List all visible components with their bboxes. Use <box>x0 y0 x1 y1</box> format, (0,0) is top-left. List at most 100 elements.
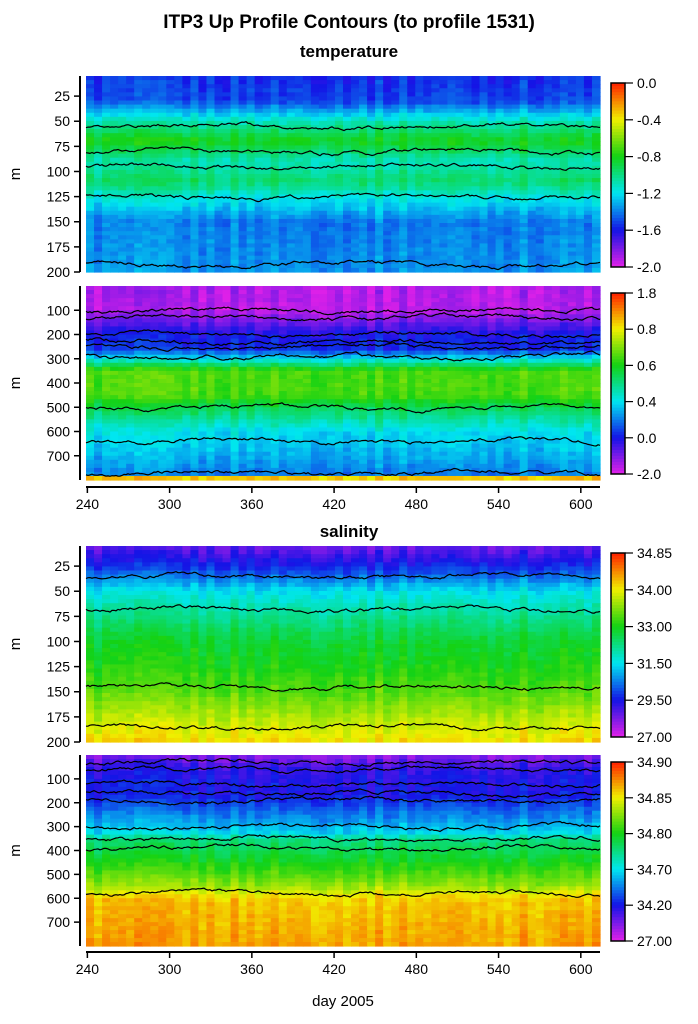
heatmap-cell <box>334 145 344 151</box>
heatmap-cell <box>447 157 457 163</box>
heatmap-cell <box>343 447 352 453</box>
heatmap-cell <box>182 84 192 89</box>
heatmap-cell <box>527 255 537 261</box>
heatmap-cell <box>254 129 264 134</box>
heatmap-cell <box>142 306 151 311</box>
heatmap-cell <box>254 419 264 425</box>
heatmap-cell <box>246 100 256 106</box>
heatmap-cell <box>359 206 368 212</box>
heatmap-cell <box>343 243 352 249</box>
heatmap-cell <box>174 267 183 273</box>
heatmap-cell <box>479 206 489 212</box>
heatmap-cell <box>399 263 408 269</box>
heatmap-cell <box>559 165 569 171</box>
heatmap-cell <box>142 322 151 328</box>
heatmap-cell <box>134 310 143 315</box>
heatmap-cell <box>238 391 248 396</box>
heatmap-cell <box>543 206 553 212</box>
heatmap-cell <box>326 475 336 481</box>
heatmap-cell <box>158 108 167 114</box>
heatmap-cell <box>158 403 167 408</box>
heatmap-cell <box>270 286 280 291</box>
heatmap-cell <box>126 354 135 360</box>
heatmap-cell <box>487 76 497 81</box>
heatmap-cell <box>575 206 585 212</box>
heatmap-cell <box>214 431 224 437</box>
heatmap-cell <box>270 346 280 352</box>
heatmap-cell <box>375 286 384 291</box>
heatmap-cell <box>519 129 529 134</box>
heatmap-cell <box>471 104 481 110</box>
heatmap-cell <box>94 247 103 253</box>
heatmap-cell <box>334 467 344 473</box>
heatmap-cell <box>503 218 513 224</box>
heatmap-cell <box>238 267 248 273</box>
heatmap-cell <box>302 467 312 473</box>
heatmap-cell <box>575 231 585 236</box>
heatmap-cell <box>270 223 280 228</box>
heatmap-cell <box>527 239 537 245</box>
heatmap-cell <box>230 366 240 372</box>
heatmap-cell <box>463 141 473 147</box>
heatmap-cell <box>126 263 135 269</box>
heatmap-cell <box>206 202 216 208</box>
heatmap-cell <box>294 178 304 183</box>
heatmap-cell <box>182 455 192 461</box>
heatmap-cell <box>407 169 416 175</box>
colorbar-segment <box>611 116 625 121</box>
heatmap-cell <box>326 314 336 319</box>
heatmap-cell <box>511 149 521 155</box>
heatmap-cell <box>359 463 368 469</box>
heatmap-cell <box>407 186 416 191</box>
heatmap-cell <box>575 157 585 163</box>
heatmap-cell <box>102 455 111 461</box>
heatmap-cell <box>102 206 111 212</box>
heatmap-cell <box>182 178 192 183</box>
heatmap-cell <box>134 435 143 441</box>
heatmap-cell <box>310 370 320 376</box>
heatmap-cell <box>118 383 127 388</box>
heatmap-cell <box>375 447 384 453</box>
heatmap-cell <box>294 447 304 453</box>
heatmap-cell <box>318 231 328 236</box>
heatmap-cell <box>254 463 264 469</box>
heatmap-cell <box>302 214 312 220</box>
heatmap-cell <box>206 399 216 404</box>
heatmap-cell <box>190 129 200 134</box>
heatmap-cell <box>351 218 360 224</box>
heatmap-cell <box>206 338 216 344</box>
heatmap-cell <box>519 157 529 163</box>
heatmap-cell <box>182 475 192 481</box>
heatmap-cell <box>591 235 601 240</box>
heatmap-cell <box>86 210 95 216</box>
heatmap-cell <box>415 161 424 167</box>
heatmap-cell <box>535 116 545 122</box>
heatmap-cell <box>150 194 159 200</box>
heatmap-cell <box>543 76 553 81</box>
colorbar-segment <box>611 239 625 243</box>
heatmap-cell <box>575 92 585 98</box>
heatmap-cell <box>270 435 280 441</box>
heatmap-cell <box>86 88 95 93</box>
heatmap-cell <box>535 129 545 134</box>
heatmap-cell <box>278 108 288 114</box>
heatmap-cell <box>286 84 296 89</box>
heatmap-cell <box>254 202 264 208</box>
heatmap-cell <box>367 247 376 253</box>
heatmap-cell <box>198 141 208 147</box>
heatmap-cell <box>535 92 545 98</box>
heatmap-cell <box>286 286 296 291</box>
heatmap-cell <box>118 306 127 311</box>
heatmap-cell <box>182 471 192 477</box>
heatmap-cell <box>214 100 224 106</box>
heatmap-cell <box>126 141 135 147</box>
heatmap-cell <box>270 92 280 98</box>
heatmap-cell <box>182 137 192 142</box>
heatmap-cell <box>447 165 457 171</box>
heatmap-cell <box>326 137 336 142</box>
heatmap-cell <box>270 145 280 151</box>
heatmap-cell <box>86 239 95 245</box>
heatmap-cell <box>487 165 497 171</box>
heatmap-cell <box>102 165 111 171</box>
heatmap-cell <box>463 206 473 212</box>
